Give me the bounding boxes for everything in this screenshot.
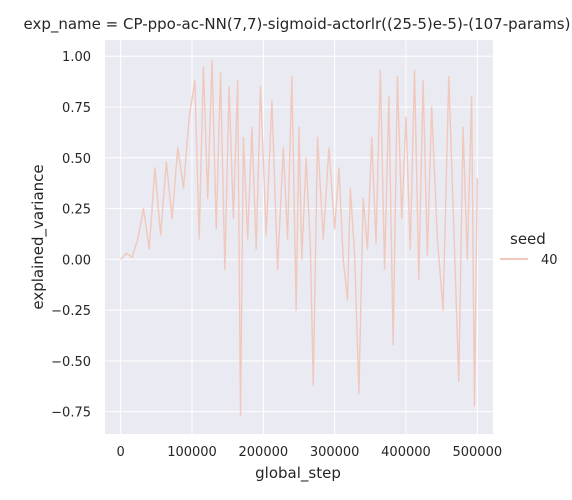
chart-title: exp_name = CP-ppo-ac-NN(7,7)-sigmoid-act… [24, 15, 571, 34]
y-tick-label: 0.50 [62, 152, 91, 167]
series-group [120, 59, 479, 417]
y-tick-label: 1.00 [62, 50, 91, 65]
y-tick-label: 0.25 [62, 203, 91, 218]
y-tick-label: −0.50 [51, 355, 91, 370]
x-tick-label: 0 [117, 445, 125, 460]
y-tick-label: 0.75 [62, 101, 91, 116]
y-tick-label: 0.00 [62, 253, 91, 268]
y-tick-label: −0.75 [51, 406, 91, 421]
x-axis-label: global_step [255, 464, 341, 483]
plot-background [105, 40, 493, 434]
x-tick-label: 100000 [167, 445, 217, 460]
plot-area [105, 40, 493, 434]
legend-title: seed [510, 230, 546, 248]
x-tick-label: 300000 [310, 445, 360, 460]
y-axis-label: explained_variance [29, 164, 48, 309]
series-line-40 [120, 59, 479, 417]
y-ticks: −0.75 −0.50 −0.25 0.00 0.25 0.50 0.75 1.00 [51, 50, 91, 420]
x-ticks: 0 100000 200000 300000 400000 500000 [117, 445, 503, 460]
y-tick-label: −0.25 [51, 304, 91, 319]
legend: seed 40 [500, 230, 558, 268]
x-tick-label: 200000 [239, 445, 289, 460]
x-tick-label: 500000 [452, 445, 502, 460]
legend-label-40: 40 [541, 253, 558, 268]
x-tick-label: 400000 [381, 445, 431, 460]
grid [105, 40, 493, 434]
